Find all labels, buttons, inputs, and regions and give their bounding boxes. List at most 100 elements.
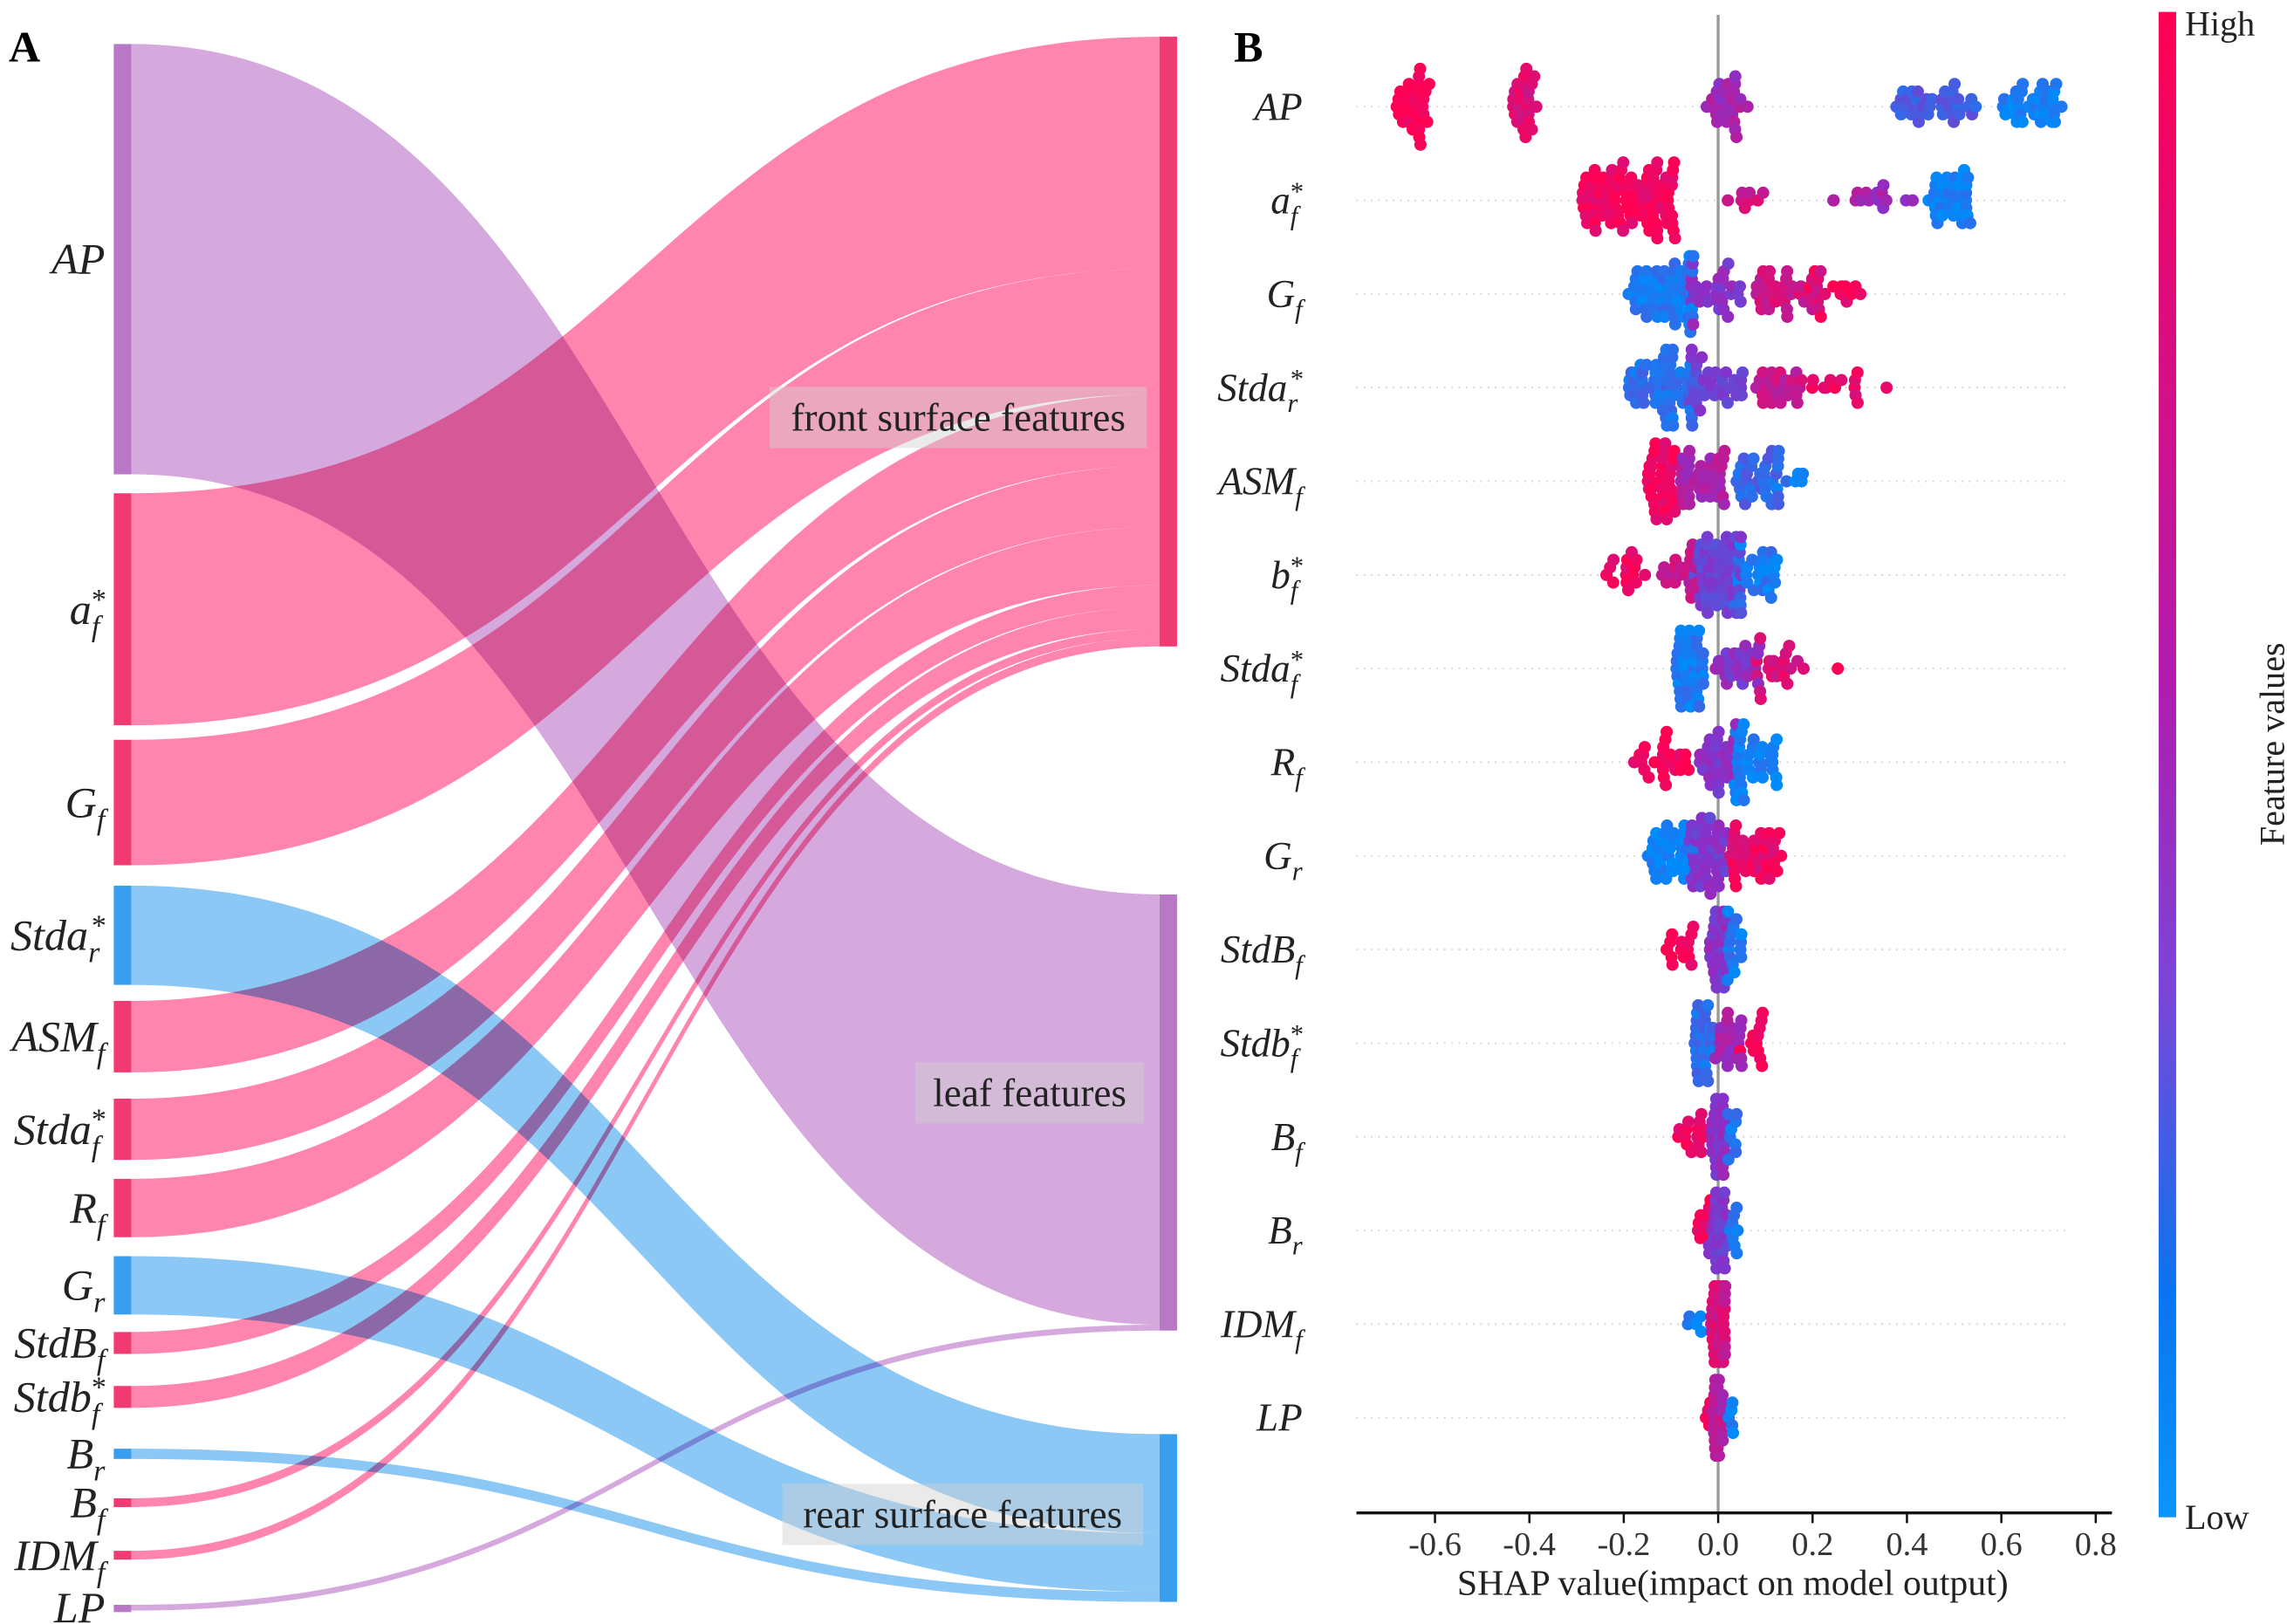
label-superscript: * xyxy=(1289,645,1303,675)
shap-point xyxy=(1658,310,1671,324)
feature-label: Gr xyxy=(1263,834,1304,887)
shap-point xyxy=(2016,115,2029,128)
shap-point xyxy=(1693,700,1706,713)
label-base: Stdb xyxy=(1221,1021,1291,1065)
sankey-target-label-leaf: leaf features xyxy=(914,1062,1145,1124)
sankey-source-node xyxy=(113,1098,132,1161)
shap-point xyxy=(1667,343,1680,356)
label-base: b xyxy=(1270,553,1291,597)
shap-point xyxy=(1660,778,1673,791)
shap-point xyxy=(1617,224,1630,237)
label-base: R xyxy=(1270,741,1296,785)
shap-point xyxy=(1712,725,1725,738)
shap-point xyxy=(1735,1059,1749,1072)
sankey-source-node xyxy=(113,1332,132,1354)
feature-label: ASMf xyxy=(1215,460,1306,512)
shap-point xyxy=(1710,599,1723,612)
label-base: R xyxy=(69,1183,97,1232)
shap-point xyxy=(1642,771,1655,784)
shap-point xyxy=(1422,78,1435,91)
shap-point xyxy=(1716,1388,1729,1401)
label-base: Stda xyxy=(1217,366,1287,409)
shap-point xyxy=(1700,280,1713,293)
label-base: ASM xyxy=(1215,460,1297,504)
shap-point xyxy=(1695,351,1708,364)
shap-point xyxy=(1668,232,1681,245)
shap-point xyxy=(1754,692,1767,705)
shap-point xyxy=(1696,677,1709,690)
x-tick-label: 0.8 xyxy=(2075,1526,2117,1563)
shap-point xyxy=(1695,1107,1708,1120)
shap-point xyxy=(1659,437,1672,450)
label-subscript: r xyxy=(1287,388,1298,418)
label-superscript: * xyxy=(1289,552,1303,581)
label-base: B xyxy=(70,1478,97,1527)
colorbar-high-label: High xyxy=(2185,3,2255,43)
shap-point xyxy=(1722,1107,1735,1120)
shap-point xyxy=(1832,662,1845,675)
feature-label: Rf xyxy=(1270,741,1307,793)
shap-point xyxy=(1911,85,1924,98)
shap-point xyxy=(1781,264,1794,278)
label-subscript: f xyxy=(1295,482,1306,511)
shap-point xyxy=(1754,632,1767,645)
label-background xyxy=(770,387,1147,449)
shap-point xyxy=(1712,1449,1726,1463)
shap-point xyxy=(1414,138,1427,151)
shap-point xyxy=(1764,591,1777,604)
shap-point xyxy=(1651,156,1664,169)
shap-point xyxy=(1639,568,1652,581)
shap-point xyxy=(1588,163,1601,176)
label-base: Stdb xyxy=(14,1373,92,1422)
sankey-source-node xyxy=(113,1000,132,1072)
sankey-source-node xyxy=(113,1256,132,1315)
label-superscript: * xyxy=(1289,176,1303,206)
label-base: B xyxy=(1268,1209,1292,1252)
shap-point xyxy=(1722,257,1735,271)
shap-point xyxy=(1791,396,1804,409)
sankey-target-label-front: front surface features xyxy=(770,387,1147,449)
shap-point xyxy=(1756,741,1769,754)
shap-point xyxy=(1718,444,1731,457)
feature-label: af* xyxy=(1270,176,1303,230)
shap-point xyxy=(1770,553,1784,566)
shap-point xyxy=(1525,123,1538,136)
sankey-source-label: af* xyxy=(70,584,106,643)
shap-point xyxy=(1717,1168,1730,1182)
shap-point xyxy=(2017,78,2030,91)
shap-point xyxy=(1797,467,1810,480)
shap-point xyxy=(1694,1310,1707,1323)
sankey-nodes xyxy=(113,37,1177,1613)
shap-point xyxy=(1774,396,1787,409)
shap-point xyxy=(1733,280,1747,293)
sankey-links xyxy=(131,37,1160,1611)
feature-label: Bf xyxy=(1271,1115,1307,1168)
target-label-text: front surface features xyxy=(791,395,1126,439)
shap-point xyxy=(1629,303,1642,316)
feature-label: Stdaf* xyxy=(1221,645,1304,699)
shap-point xyxy=(1734,295,1747,308)
label-subscript: f xyxy=(97,1504,109,1537)
label-subscript: r xyxy=(93,1287,106,1319)
label-superscript: * xyxy=(90,1104,106,1136)
shap-point xyxy=(1912,115,1925,128)
shap-point xyxy=(1906,194,1919,207)
shap-point xyxy=(1687,250,1700,263)
shap-point xyxy=(1780,475,1793,488)
label-base: StdB xyxy=(14,1319,97,1367)
sankey-link-rear xyxy=(131,1256,1160,1592)
sankey-target-label-rear: rear surface features xyxy=(782,1484,1143,1545)
shap-point xyxy=(1736,366,1749,379)
feature-label: Stdbf* xyxy=(1221,1019,1304,1073)
shap-point xyxy=(1702,1074,1715,1087)
label-base: G xyxy=(1267,272,1296,316)
shap-point xyxy=(1703,812,1716,825)
shap-point xyxy=(1687,318,1700,331)
shap-point xyxy=(1718,1262,1731,1275)
shap-point xyxy=(1638,741,1651,754)
x-tick-label: 0.4 xyxy=(1886,1526,1928,1563)
shap-point xyxy=(1650,872,1663,885)
colorbar-title: Feature values xyxy=(2253,642,2287,846)
shap-point xyxy=(1729,70,1742,83)
